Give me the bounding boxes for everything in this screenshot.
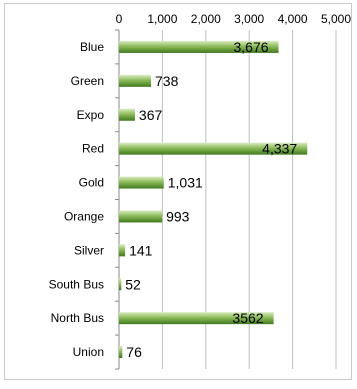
x-tick-label: 3,000 — [234, 12, 264, 26]
data-label: 3562 — [232, 310, 263, 326]
category-labels: Blue Green Expo Red Gold Orange Silver South Bu… — [49, 40, 105, 359]
bar-silver — [119, 244, 126, 257]
x-axis-ticks: 0 1,000 2,000 3,000 4,000 5,000 — [116, 12, 352, 26]
category-label: South Bus — [49, 277, 104, 291]
category-label: Gold — [79, 176, 104, 190]
data-label: 76 — [126, 344, 142, 360]
category-label: Orange — [64, 209, 104, 223]
y-axis — [115, 29, 120, 370]
x-tick-label: 2,000 — [191, 12, 221, 26]
category-label: Expo — [77, 108, 105, 122]
data-label: 4,337 — [262, 141, 297, 157]
category-label: Blue — [80, 40, 104, 54]
category-label: North Bus — [51, 311, 104, 325]
data-label: 993 — [166, 208, 190, 224]
data-label: 367 — [139, 107, 163, 123]
data-label: 738 — [155, 73, 179, 89]
bar-expo — [119, 108, 135, 121]
data-label: 141 — [129, 242, 153, 258]
category-label: Union — [73, 345, 104, 359]
category-label: Red — [82, 142, 104, 156]
bar-south-bus — [119, 278, 122, 291]
category-label: Green — [71, 74, 104, 88]
bar-red — [119, 142, 308, 155]
x-tick-label: 1,000 — [147, 12, 177, 26]
category-label: Silver — [74, 243, 104, 257]
data-labels: 3,676 738 367 4,337 1,031 993 141 52 3562 76 — [125, 39, 297, 360]
bar-chart: 0 1,000 2,000 3,000 4,000 5,000 Blue Green Expo… — [49, 12, 352, 370]
data-label: 52 — [125, 276, 141, 292]
bar-orange — [119, 210, 163, 223]
bar-green — [119, 74, 152, 87]
x-tick-label: 4,000 — [278, 12, 308, 26]
data-label: 3,676 — [233, 39, 268, 55]
bar-gold — [119, 176, 164, 189]
bar-blue — [119, 40, 279, 53]
bar-north-bus — [119, 312, 274, 325]
bars — [119, 40, 308, 359]
data-label: 1,031 — [168, 175, 203, 191]
bar-union — [119, 346, 123, 359]
x-tick-label: 5,000 — [321, 12, 351, 26]
x-tick-label: 0 — [116, 12, 123, 26]
chart-frame: 0 1,000 2,000 3,000 4,000 5,000 Blue Green Expo… — [4, 3, 352, 380]
